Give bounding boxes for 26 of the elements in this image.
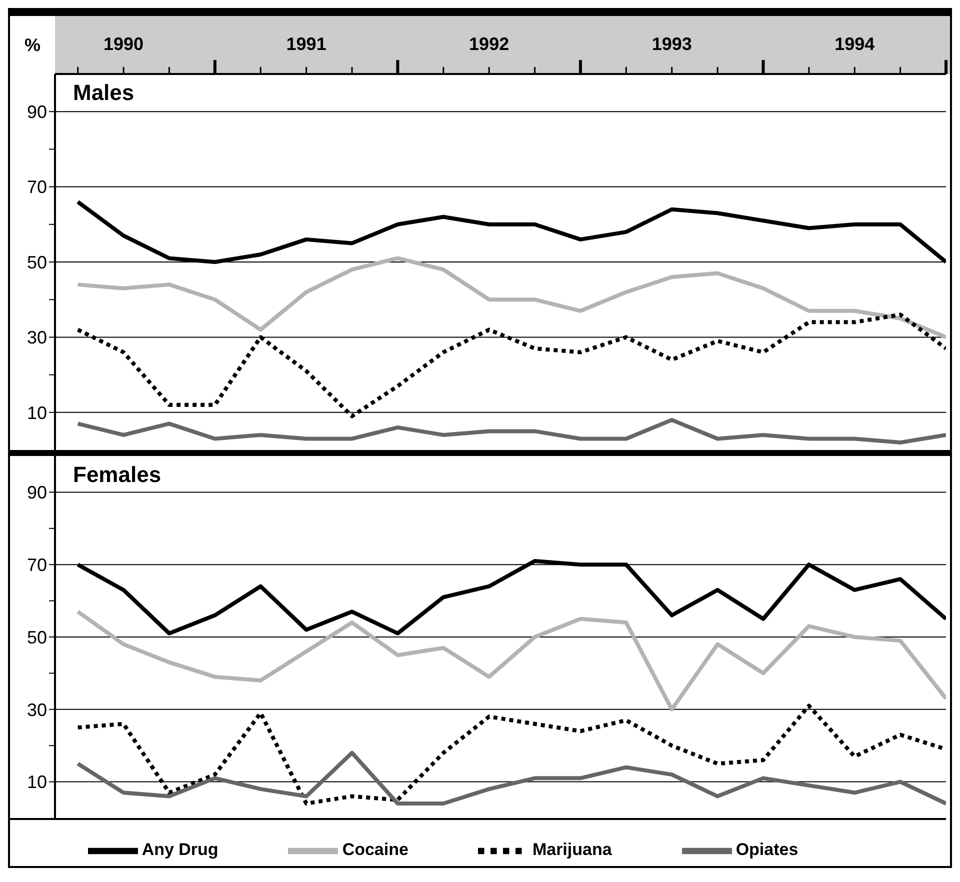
x-tick-label: 1992 [469, 34, 510, 54]
legend-label: Cocaine [342, 840, 408, 860]
y-tick-label: 90 [26, 102, 47, 122]
x-tick-label: 1990 [104, 34, 144, 54]
line-series [76, 256, 946, 340]
y-tick-label: 10 [26, 402, 47, 423]
y-tick-label: 10 [26, 772, 47, 792]
legend-label: Opiates [736, 840, 798, 860]
y-tick-label: 50 [26, 252, 47, 272]
y-tick-label: 30 [26, 328, 47, 348]
y-axis-title: % [23, 34, 42, 56]
x-tick-label: 1991 [286, 34, 326, 54]
x-tick-label: 1993 [652, 34, 692, 54]
y-tick-label: 90 [26, 482, 47, 503]
chart-title: Females [73, 462, 162, 488]
y-tick-label: 70 [26, 177, 47, 198]
y-tick-label: 50 [26, 627, 47, 648]
y-tick-label: 30 [26, 700, 47, 720]
legend-label: Any Drug [142, 840, 218, 860]
y-tick-label: 70 [26, 554, 47, 575]
line-series [76, 750, 946, 806]
x-tick-label: 1994 [834, 34, 875, 54]
line-series [76, 418, 946, 444]
legend-label: Marijuana [532, 840, 612, 860]
chart-title: Males [73, 80, 134, 106]
line-series [76, 610, 946, 712]
